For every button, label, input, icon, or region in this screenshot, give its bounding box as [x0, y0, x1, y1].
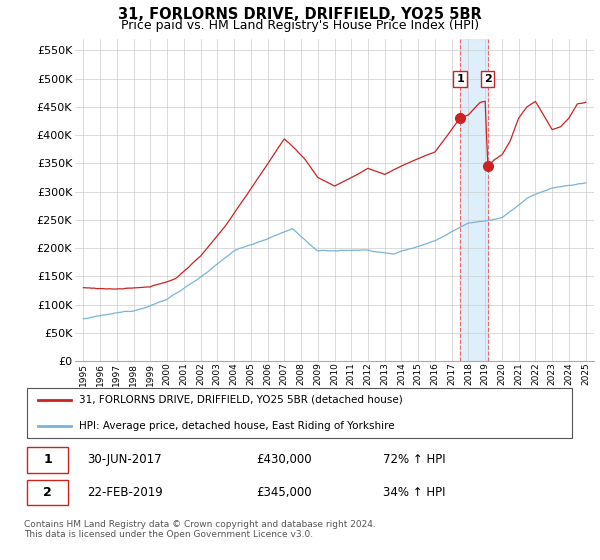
Text: Contains HM Land Registry data © Crown copyright and database right 2024.
This d: Contains HM Land Registry data © Crown c…: [24, 520, 376, 539]
Text: 1: 1: [456, 74, 464, 84]
Text: 2: 2: [43, 486, 52, 500]
Text: 30-JUN-2017: 30-JUN-2017: [88, 454, 162, 466]
Text: 1: 1: [43, 454, 52, 466]
Text: 31, FORLORNS DRIVE, DRIFFIELD, YO25 5BR: 31, FORLORNS DRIVE, DRIFFIELD, YO25 5BR: [118, 7, 482, 22]
Bar: [460, 39, 488, 361]
Text: HPI: Average price, detached house, East Riding of Yorkshire: HPI: Average price, detached house, East…: [79, 421, 395, 431]
Text: £430,000: £430,000: [256, 454, 311, 466]
Text: £345,000: £345,000: [256, 486, 311, 500]
Text: 31, FORLORNS DRIVE, DRIFFIELD, YO25 5BR (detached house): 31, FORLORNS DRIVE, DRIFFIELD, YO25 5BR …: [79, 395, 403, 405]
Text: 72% ↑ HPI: 72% ↑ HPI: [383, 454, 445, 466]
Text: 2: 2: [484, 74, 491, 84]
Text: Price paid vs. HM Land Registry's House Price Index (HPI): Price paid vs. HM Land Registry's House …: [121, 19, 479, 32]
FancyBboxPatch shape: [27, 447, 68, 473]
Text: 22-FEB-2019: 22-FEB-2019: [88, 486, 163, 500]
FancyBboxPatch shape: [27, 480, 68, 505]
FancyBboxPatch shape: [27, 388, 572, 438]
Text: 34% ↑ HPI: 34% ↑ HPI: [383, 486, 445, 500]
